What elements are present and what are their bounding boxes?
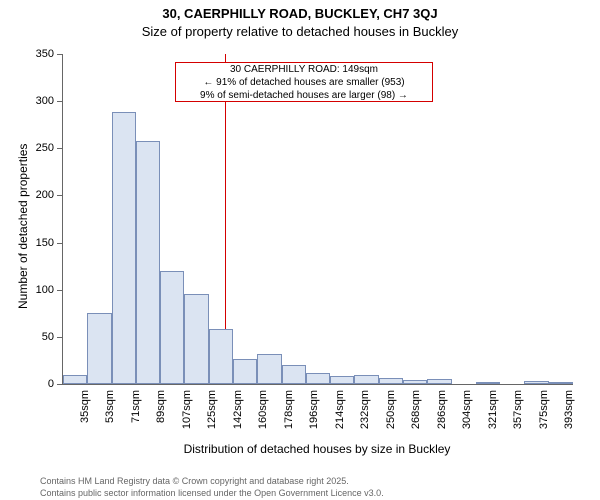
bar-7 — [233, 359, 257, 384]
xtick-10: 214sqm — [334, 390, 346, 429]
bar-2 — [112, 112, 136, 384]
bar-10 — [306, 373, 330, 384]
bar-0 — [63, 375, 87, 384]
bar-12 — [354, 375, 378, 384]
bar-3 — [136, 141, 160, 384]
bar-11 — [330, 376, 354, 384]
bar-14 — [403, 380, 427, 384]
xtick-16: 321sqm — [487, 390, 499, 429]
xtick-11: 232sqm — [359, 390, 371, 429]
xtick-3: 89sqm — [155, 390, 167, 423]
bar-4 — [160, 271, 184, 384]
ytick-300: 300 — [0, 95, 54, 107]
bar-6 — [209, 329, 233, 384]
annotation-line-2: ← 91% of detached houses are smaller (95… — [176, 76, 432, 89]
chart-title-line1: 30, CAERPHILLY ROAD, BUCKLEY, CH7 3QJ — [0, 6, 600, 21]
footer-line-2: Contains public sector information licen… — [40, 488, 384, 498]
xtick-17: 357sqm — [512, 390, 524, 429]
ytick-250: 250 — [0, 142, 54, 154]
bar-17 — [476, 382, 500, 384]
xtick-1: 53sqm — [104, 390, 116, 423]
ytick-350: 350 — [0, 48, 54, 60]
ytick-150: 150 — [0, 237, 54, 249]
chart-title-line2: Size of property relative to detached ho… — [0, 24, 600, 39]
xtick-4: 107sqm — [181, 390, 193, 429]
bar-13 — [379, 378, 403, 384]
bar-5 — [184, 294, 208, 384]
ytick-50: 50 — [0, 331, 54, 343]
xtick-6: 142sqm — [232, 390, 244, 429]
xtick-2: 71sqm — [130, 390, 142, 423]
xtick-15: 304sqm — [461, 390, 473, 429]
xtick-19: 393sqm — [563, 390, 575, 429]
bar-8 — [257, 354, 281, 384]
xtick-12: 250sqm — [385, 390, 397, 429]
xtick-13: 268sqm — [410, 390, 422, 429]
ytick-0: 0 — [0, 378, 54, 390]
xtick-9: 196sqm — [308, 390, 320, 429]
bar-9 — [282, 365, 306, 384]
bar-1 — [87, 313, 111, 384]
annotation-line-3: 9% of semi-detached houses are larger (9… — [176, 89, 432, 102]
annotation-line-1: 30 CAERPHILLY ROAD: 149sqm — [176, 63, 432, 76]
xtick-0: 35sqm — [79, 390, 91, 423]
footer-line-1: Contains HM Land Registry data © Crown c… — [40, 476, 349, 486]
annotation-box: 30 CAERPHILLY ROAD: 149sqm ← 91% of deta… — [175, 62, 433, 102]
bar-15 — [427, 379, 451, 384]
xtick-7: 160sqm — [257, 390, 269, 429]
xtick-14: 286sqm — [436, 390, 448, 429]
plot-area: 30 CAERPHILLY ROAD: 149sqm ← 91% of deta… — [62, 54, 573, 385]
ytick-100: 100 — [0, 284, 54, 296]
x-axis-label: Distribution of detached houses by size … — [62, 442, 572, 456]
bar-19 — [524, 381, 548, 384]
ytick-200: 200 — [0, 189, 54, 201]
xtick-18: 375sqm — [538, 390, 550, 429]
xtick-5: 125sqm — [206, 390, 218, 429]
xtick-8: 178sqm — [283, 390, 295, 429]
bar-20 — [549, 382, 573, 384]
